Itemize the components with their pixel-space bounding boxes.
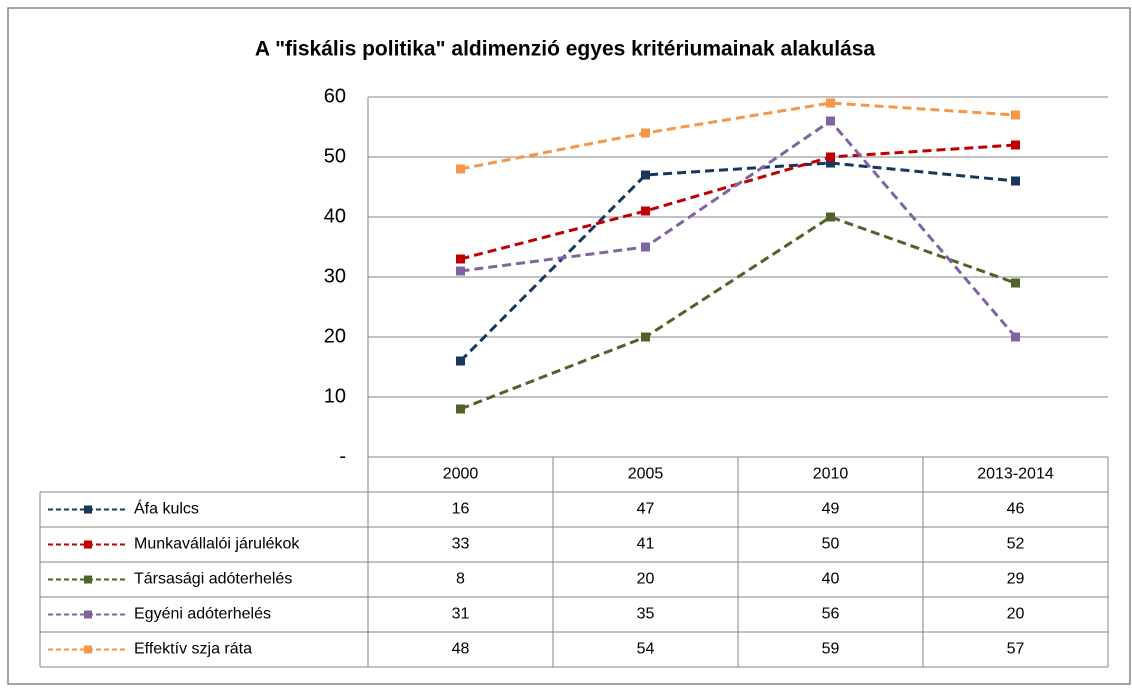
marker (641, 170, 650, 180)
legend-marker (84, 575, 92, 584)
legend-label: Effektív szja ráta (134, 641, 252, 658)
legend-label: Munkavállalói járulékok (134, 536, 300, 553)
table-cell: 20 (637, 571, 655, 588)
series-line (459, 215, 1017, 411)
marker (1011, 278, 1020, 288)
x-tick-label: 2000 (443, 466, 479, 483)
table-cell: 35 (637, 606, 655, 623)
table-cell: 33 (452, 536, 470, 553)
marker (641, 242, 650, 252)
table-cell: 59 (822, 641, 840, 658)
table-cell: 29 (1007, 571, 1025, 588)
y-tick-label: 20 (324, 325, 346, 347)
legend-marker (84, 540, 92, 549)
table-cell: 57 (1007, 641, 1025, 658)
table-cell: 50 (822, 536, 840, 553)
marker (456, 356, 465, 366)
y-tick-label: 10 (324, 385, 346, 407)
marker (1011, 140, 1020, 150)
chart-title: A "fiskális politika" aldimenzió egyes k… (255, 38, 876, 61)
table-cell: 41 (637, 536, 655, 553)
legend-marker (84, 645, 92, 654)
table-cell: 56 (822, 606, 840, 623)
marker (826, 158, 835, 168)
y-tick-label: 60 (324, 85, 346, 107)
marker (641, 128, 650, 138)
legend-label: Áfa kulcs (134, 499, 199, 518)
x-tick-label: 2010 (813, 466, 849, 483)
marker (826, 212, 835, 222)
table-cell: 46 (1007, 501, 1025, 518)
table-cell: 47 (637, 501, 655, 518)
series-line (460, 119, 1017, 338)
table-cell: 54 (637, 641, 655, 658)
marker (456, 164, 465, 174)
marker (826, 152, 835, 162)
marker (826, 116, 835, 126)
legend-label: Egyéni adóterhelés (134, 606, 271, 623)
marker (641, 206, 650, 216)
marker (1011, 176, 1020, 186)
marker (1011, 332, 1020, 342)
table-cell: 40 (822, 571, 840, 588)
y-tick-label: - (339, 445, 346, 467)
table-cell: 49 (822, 501, 840, 518)
marker (456, 266, 465, 276)
x-tick-label: 2013-2014 (977, 466, 1054, 483)
table-cell: 52 (1007, 536, 1025, 553)
marker (1011, 110, 1020, 120)
table-cell: 8 (456, 571, 465, 588)
y-tick-label: 30 (324, 265, 346, 287)
legend-marker (84, 610, 92, 619)
series-line (460, 101, 1016, 171)
y-tick-label: 40 (324, 205, 346, 227)
legend-label: Társasági adóterhelés (134, 571, 292, 588)
y-tick-label: 50 (324, 145, 346, 167)
legend-marker (84, 505, 92, 514)
chart-border (7, 7, 1131, 685)
marker (641, 332, 650, 342)
marker (456, 404, 465, 414)
table-cell: 48 (452, 641, 470, 658)
x-tick-label: 2005 (628, 466, 664, 483)
table-cell: 16 (452, 501, 470, 518)
table-cell: 20 (1007, 606, 1025, 623)
series-line (459, 161, 1016, 363)
marker (826, 98, 835, 108)
marker (456, 254, 465, 264)
table-cell: 31 (452, 606, 470, 623)
